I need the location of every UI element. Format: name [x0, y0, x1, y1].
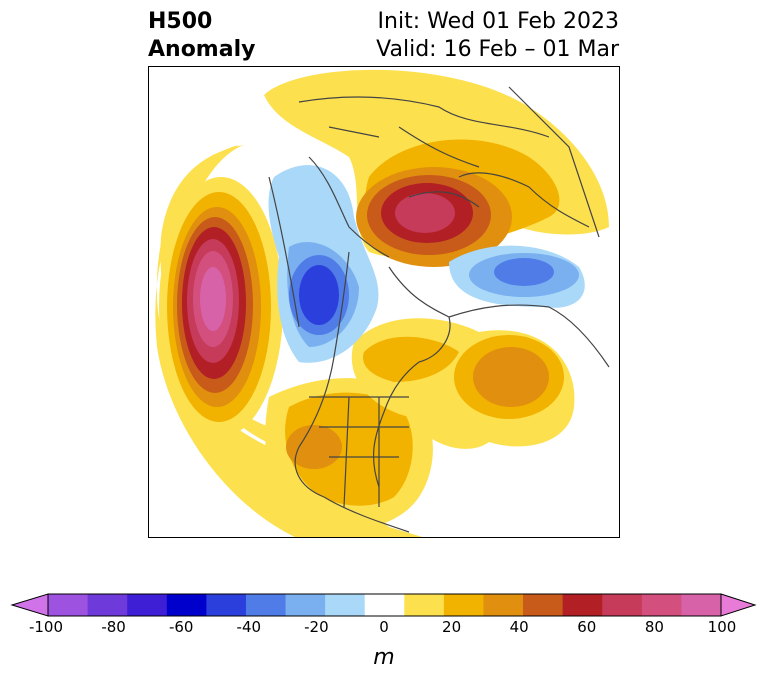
title-line-1: H500	[148, 9, 213, 34]
atlantic-ridge	[351, 318, 575, 449]
title-line-2: Anomaly	[148, 37, 256, 62]
colorbar-tick-label: 100	[707, 618, 737, 636]
colorbar-cell	[562, 594, 603, 616]
map-panel	[148, 66, 620, 538]
colorbar-tick-label: -40	[236, 618, 262, 636]
colorbar-cell	[127, 594, 168, 616]
colorbar-cell	[483, 594, 524, 616]
colorbar-cell	[48, 594, 89, 616]
colorbar-cells	[10, 593, 757, 617]
colorbar-cell	[602, 594, 643, 616]
colorbar	[10, 593, 757, 617]
colorbar-cell	[245, 594, 287, 616]
colorbar-cell	[641, 594, 682, 616]
colorbar-tick-label: 60	[577, 618, 597, 636]
siberia-ridge	[264, 69, 609, 267]
colorbar-cell	[681, 594, 722, 616]
init-label: Init: Wed 01 Feb 2023	[377, 9, 619, 34]
canada-trough	[268, 165, 379, 363]
colorbar-tick-label: -20	[304, 618, 329, 636]
colorbar-tick-label: -100	[28, 618, 64, 636]
colorbar-border	[47, 593, 722, 617]
colorbar-cell	[404, 594, 445, 616]
colorbar-tick-label: 0	[379, 618, 389, 636]
colorbar-tick-label: 20	[442, 618, 462, 636]
colorbar-tick-label: -60	[168, 618, 194, 636]
colorbar-tick-label: 80	[644, 618, 664, 636]
colorbar-cell	[166, 594, 207, 616]
colorbar-unit: m	[373, 645, 395, 670]
colorbar-cell	[364, 594, 405, 616]
colorbar-cell	[523, 594, 564, 616]
colorbar-arrow-right	[720, 593, 757, 617]
coastlines	[268, 86, 610, 533]
anomaly-map	[155, 69, 610, 537]
pacific-ridge	[155, 145, 423, 537]
colorbar-tick-label: 40	[509, 618, 529, 636]
colorbar-cell	[206, 594, 247, 616]
colorbar-cell	[87, 594, 128, 616]
colorbar-cell	[285, 594, 326, 616]
europe-trough	[449, 245, 585, 308]
valid-label: Valid: 16 Feb – 01 Mar	[376, 37, 619, 62]
map-subtitle: Init: Wed 01 Feb 2023 Valid: 16 Feb – 01…	[376, 8, 619, 64]
colorbar-cell	[325, 594, 366, 616]
colorbar-tick-label: -80	[101, 618, 126, 636]
colorbar-arrow-left	[10, 593, 49, 617]
map-title: H500 Anomaly	[148, 8, 255, 64]
colorbar-cell	[443, 594, 484, 616]
